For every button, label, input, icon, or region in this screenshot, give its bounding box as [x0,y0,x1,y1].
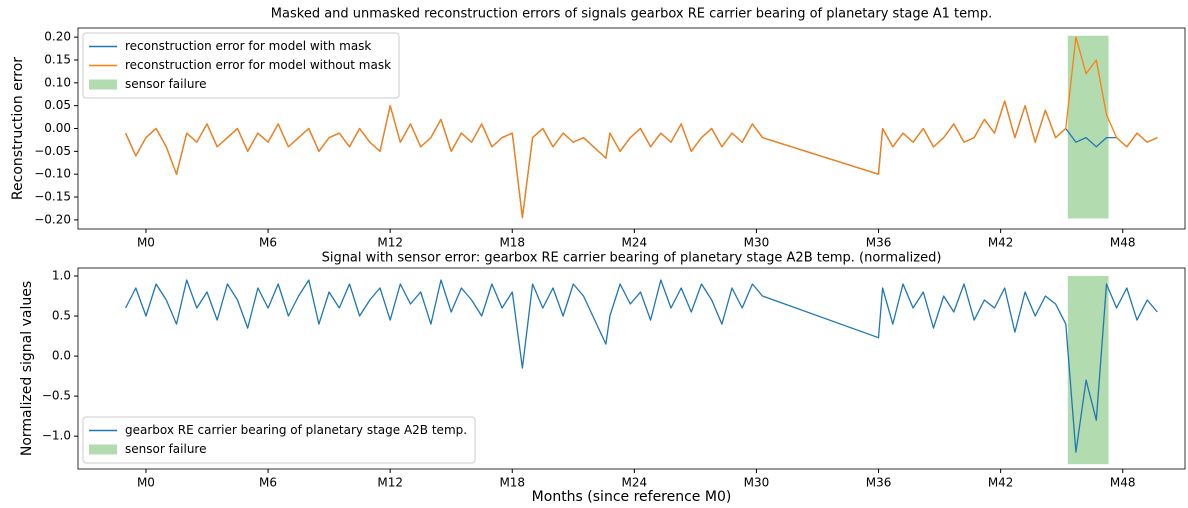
y-tick-label: 0.05 [44,98,71,112]
x-tick-label: M30 [744,476,770,490]
x-tick-label: M0 [137,476,155,490]
y-axis-label: Normalized signal values [19,281,35,456]
y-tick-label: −0.15 [34,190,71,204]
y-axis-label: Reconstruction error [10,57,26,200]
series-line [125,100,1158,219]
legend-frame [82,416,476,464]
x-tick-label: M36 [866,236,892,250]
series-line [125,279,1158,453]
legend-label: gearbox RE carrier bearing of planetary … [125,423,467,437]
x-tick-label: M12 [377,476,403,490]
sensor-failure-span [1067,276,1109,465]
x-tick-label: M24 [622,476,648,490]
y-tick-label: −1.0 [42,429,71,443]
legend-label: reconstruction error for model without m… [125,58,391,72]
y-tick-label: 0.0 [52,349,71,363]
chart-title: Masked and unmasked reconstruction error… [271,7,992,22]
y-tick-label: −0.05 [34,144,71,158]
series-line [125,36,1158,219]
y-tick-label: −0.10 [34,167,71,181]
legend-label: reconstruction error for model with mask [125,39,371,53]
y-tick-label: 0.20 [44,30,71,44]
x-tick-label: M6 [259,476,277,490]
x-tick-label: M0 [137,236,155,250]
legend-frame [82,32,400,99]
x-tick-label: M24 [622,236,648,250]
x-tick-label: M48 [1110,236,1136,250]
legend-label: sensor failure [125,77,207,91]
y-tick-label: 0.15 [44,52,71,66]
legend-label: sensor failure [125,442,207,456]
x-tick-label: M12 [377,236,403,250]
sensor-failure-span [1067,35,1109,219]
x-axis-label: Months (since reference M0) [532,489,732,505]
axes-frame [77,27,1186,230]
chart-title: Signal with sensor error: gearbox RE car… [322,251,942,266]
y-tick-label: 0.5 [52,309,71,323]
legend-swatch [89,444,117,455]
plot-area [125,35,1158,219]
y-tick-label: 0.10 [44,75,71,89]
x-tick-label: M18 [499,236,525,250]
y-tick-label: 0.00 [44,121,71,135]
x-tick-label: M48 [1110,476,1136,490]
x-tick-label: M6 [259,236,277,250]
x-tick-label: M42 [988,476,1014,490]
x-tick-label: M18 [499,476,525,490]
y-tick-label: −0.5 [42,389,71,403]
x-tick-label: M42 [988,236,1014,250]
x-tick-label: M36 [866,476,892,490]
y-tick-label: −0.20 [34,212,71,226]
y-tick-label: 1.0 [52,269,71,283]
legend-swatch [89,79,117,90]
x-tick-label: M30 [744,236,770,250]
plot-area [125,276,1158,465]
axes-frame [77,267,1186,470]
